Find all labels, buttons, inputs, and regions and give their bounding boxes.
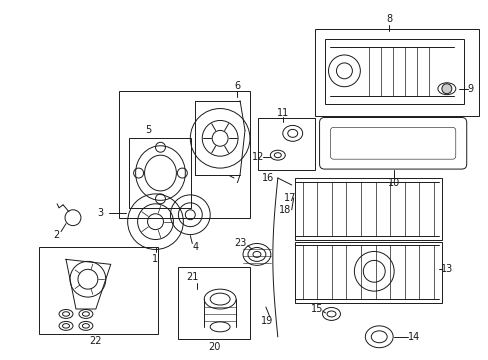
Text: 23: 23 [233,238,246,248]
Text: 16: 16 [261,173,273,183]
Text: 5: 5 [145,125,151,135]
Text: 20: 20 [207,342,220,352]
Text: 3: 3 [98,208,103,218]
Bar [257,118,314,170]
Bar [128,138,191,208]
Text: 12: 12 [251,152,264,162]
Text: 7: 7 [233,175,240,185]
Text: 15: 15 [311,304,323,314]
Text: 14: 14 [407,332,419,342]
Circle shape [441,84,451,94]
Text: 10: 10 [387,178,400,188]
Text: 4: 4 [192,243,198,252]
Bar [324,39,463,104]
Bar [294,242,441,303]
Text: 13: 13 [440,264,452,274]
Text: 18: 18 [278,205,290,215]
Bar [294,178,441,239]
Text: 1: 1 [152,255,158,264]
Bar [119,91,249,218]
Bar [314,29,478,116]
Text: 2: 2 [53,230,59,239]
Bar [178,267,249,339]
Text: 8: 8 [386,14,391,24]
Bar [39,247,158,334]
Text: 19: 19 [260,316,272,326]
Text: 11: 11 [276,108,288,117]
Text: 6: 6 [233,81,240,91]
Text: 21: 21 [186,272,198,282]
Text: 9: 9 [467,84,473,94]
Text: 17: 17 [283,193,295,203]
Text: 22: 22 [89,336,102,346]
